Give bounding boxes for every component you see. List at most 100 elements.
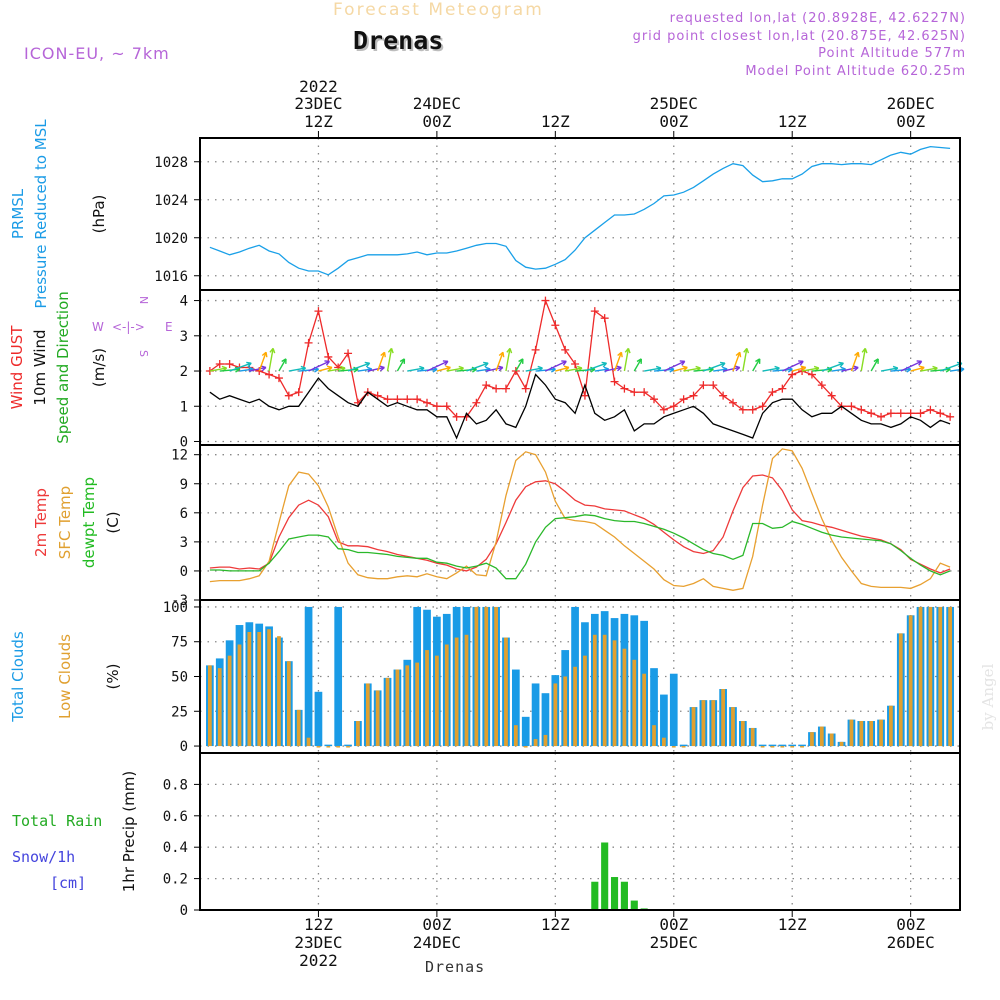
clouds-bar — [227, 655, 232, 747]
gust-marker — [758, 402, 767, 411]
gust-marker — [630, 388, 639, 397]
compass-arrow: <-|-> — [112, 320, 145, 334]
compass-south: S — [137, 350, 150, 357]
wind-arrow-head — [798, 360, 804, 366]
gust-marker — [689, 391, 698, 400]
clouds-bar — [948, 606, 953, 747]
wind-direction-arrow — [565, 367, 583, 372]
clouds-bar — [531, 683, 540, 747]
gust-marker — [817, 381, 826, 390]
bottom-time-hour: 00Z — [896, 915, 925, 934]
wind-direction-arrow — [880, 367, 898, 372]
wind-direction-arrow — [466, 362, 489, 372]
wind-ylabel: (m/s) — [90, 348, 108, 387]
gust-marker — [906, 409, 915, 418]
clouds-bar — [511, 669, 520, 747]
wind-direction-arrow — [752, 358, 761, 372]
clouds-bar — [346, 746, 350, 748]
wind-direction-arrow — [338, 368, 359, 372]
bottom-time-hour: 12Z — [778, 915, 807, 934]
clouds-bar — [484, 606, 489, 747]
gust-marker — [640, 388, 649, 397]
pressure-frame — [199, 137, 961, 291]
temperature-ytick-label: 12 — [171, 448, 188, 464]
clouds-ytick-label: 25 — [171, 704, 188, 720]
temperature-series-line — [209, 448, 951, 591]
wind-arrow-head — [497, 365, 504, 372]
bottom-time-date: 24DEC — [413, 933, 461, 952]
pressure-ytick-label: 1020 — [154, 231, 188, 247]
wind-arrow-head — [281, 358, 287, 364]
location-title: Drenas — [353, 26, 444, 55]
clouds-bar — [731, 707, 735, 747]
precip-bar — [620, 881, 628, 910]
clouds-bar — [286, 661, 291, 747]
clouds-bar — [521, 716, 530, 747]
pressure-side-label: Pressure Reduced to MSL — [32, 119, 50, 309]
precip-ytick-label: 0.4 — [163, 840, 188, 856]
gust-marker — [719, 391, 728, 400]
wind-direction-arrow — [594, 368, 609, 372]
wind-direction-arrow — [831, 368, 846, 372]
wind-direction-arrow — [584, 362, 607, 372]
clouds-bar — [829, 733, 834, 747]
bottom-time-year: 2022 — [299, 951, 338, 970]
wind-direction-arrow — [870, 358, 879, 372]
wind-direction-arrow — [821, 362, 844, 372]
clouds-bar — [464, 634, 469, 747]
clouds-bar — [334, 606, 343, 747]
clouds-bar — [344, 744, 352, 747]
clouds-bar — [918, 606, 923, 747]
gust-marker — [778, 384, 787, 393]
grid-coords: grid point closest lon,lat (20.875E, 42.… — [632, 29, 966, 44]
clouds-bar — [405, 665, 410, 747]
clouds-bar — [650, 668, 658, 747]
temperature-ylabel: (C) — [104, 511, 122, 533]
gust-marker — [304, 338, 313, 347]
precip-ytick-label: 0.6 — [163, 809, 188, 825]
wind-direction-arrow — [407, 367, 425, 372]
precip-ytick-label: 0 — [180, 903, 188, 919]
gust-marker — [896, 409, 905, 418]
gust-marker — [650, 395, 659, 404]
precip-side-label: [cm] — [50, 874, 86, 892]
compass-north: N — [137, 296, 150, 304]
wind-direction-arrow — [278, 358, 287, 372]
pressure-series-line — [209, 145, 951, 276]
wind-direction-arrow — [545, 360, 567, 372]
clouds-bar — [810, 732, 814, 747]
wind-direction-arrow — [396, 358, 406, 372]
clouds-ytick-label: 75 — [171, 635, 188, 651]
clouds-bar — [324, 744, 333, 747]
gust-marker — [274, 374, 283, 383]
clouds-bar — [869, 721, 874, 747]
precip-side-label: Total Rain — [12, 812, 102, 830]
temperature-series-line — [209, 514, 951, 580]
wind-direction-arrow — [801, 367, 819, 372]
clouds-bar — [365, 683, 370, 747]
wind-series-line — [209, 373, 951, 440]
wind-arrow-head — [916, 360, 923, 366]
clouds-bar — [415, 662, 420, 747]
wind-direction-arrow — [683, 367, 701, 372]
wind-direction-arrow — [446, 367, 464, 372]
wind-direction-arrow — [930, 368, 951, 372]
wind-arrow-head — [853, 365, 859, 372]
clouds-bar — [788, 744, 797, 747]
top-time-date: 23DEC — [294, 94, 342, 113]
compass-east: E — [165, 320, 173, 334]
top-time-year: 2022 — [299, 77, 338, 96]
wind-direction-arrow — [377, 351, 386, 372]
wind-arrow-head — [561, 360, 567, 366]
wind-direction-arrow — [486, 366, 504, 372]
pressure-ytick-label: 1024 — [154, 193, 188, 209]
model-label: ICON-EU, ~ 7km — [24, 44, 170, 63]
gust-marker — [531, 345, 540, 354]
precip-bar — [610, 877, 619, 910]
clouds-bar — [679, 744, 688, 747]
gust-marker — [857, 405, 866, 414]
wind-ytick-label: 1 — [180, 399, 188, 415]
gust-marker — [600, 314, 609, 323]
gust-marker — [936, 409, 945, 418]
